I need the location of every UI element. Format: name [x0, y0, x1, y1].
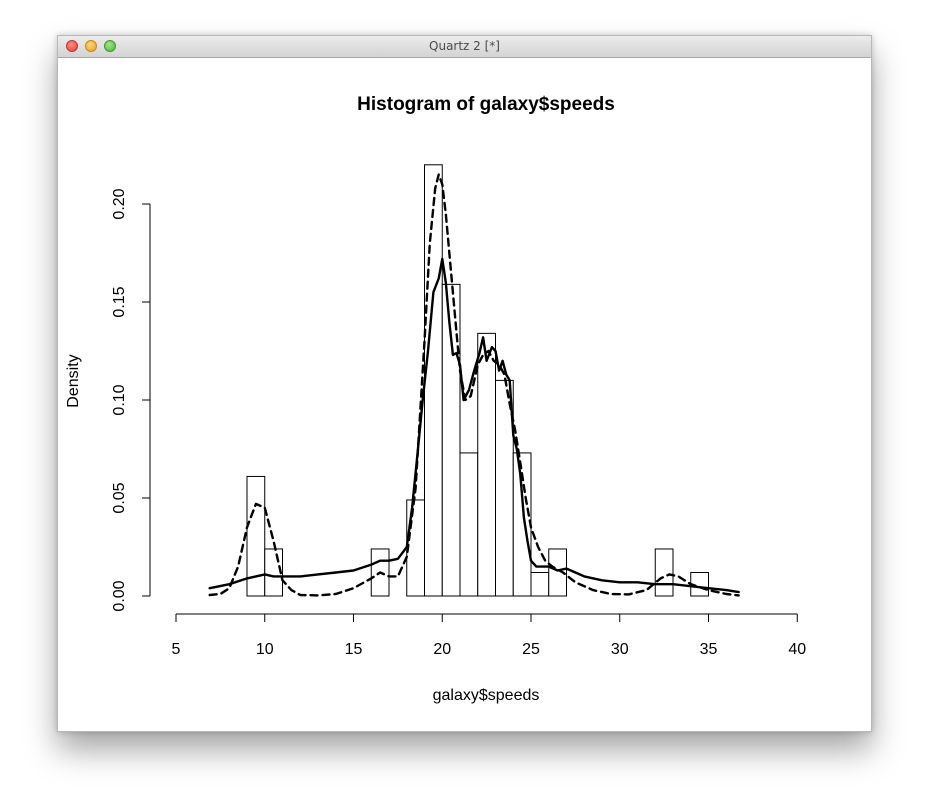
histogram-bar: [548, 548, 567, 597]
histogram-bar: [654, 548, 674, 597]
dashed-density-curve: [208, 173, 740, 597]
close-window-button[interactable]: [66, 40, 78, 52]
x-tick-label: 25: [522, 641, 540, 658]
y-tick-label: 0.05: [111, 482, 128, 513]
y-axis-title: Density: [65, 354, 82, 407]
y-tick-label: 0.10: [111, 384, 128, 415]
histogram-bar: [424, 164, 443, 597]
x-tick-label: 20: [433, 641, 451, 658]
x-tick-label: 5: [172, 641, 181, 658]
histogram-bar: [530, 571, 550, 597]
x-tick-label: 10: [256, 641, 274, 658]
x-tick-label: 30: [611, 641, 629, 658]
histogram-bars: [246, 164, 709, 597]
window-titlebar[interactable]: Quartz 2 [*]: [58, 36, 871, 58]
histogram-bar: [495, 379, 514, 597]
x-tick-label: 40: [788, 641, 806, 658]
solid-density-curve: [208, 257, 740, 594]
histogram-bar: [441, 283, 461, 597]
y-tick-label: 0.15: [111, 286, 128, 317]
x-tick-label: 35: [700, 641, 718, 658]
zoom-window-button[interactable]: [104, 40, 116, 52]
x-axis: 5 10 15 20 25 30 35 40: [172, 613, 806, 658]
histogram-bar: [477, 332, 496, 597]
y-tick-label: 0.00: [111, 580, 128, 611]
density-curves: [208, 173, 740, 597]
x-tick-label: 15: [345, 641, 363, 658]
window-title: Quartz 2 [*]: [429, 39, 500, 53]
quartz-window: Quartz 2 [*]: [57, 35, 872, 732]
y-axis: 0.00 0.05 0.10 0.15 0.20: [111, 188, 151, 612]
histogram-bar: [406, 499, 425, 597]
histogram-bar: [459, 452, 479, 597]
minimize-window-button[interactable]: [85, 40, 97, 52]
chart-title: Histogram of galaxy$speeds: [357, 94, 615, 115]
x-axis-title: galaxy$speeds: [433, 687, 540, 704]
y-tick-label: 0.20: [111, 188, 128, 219]
